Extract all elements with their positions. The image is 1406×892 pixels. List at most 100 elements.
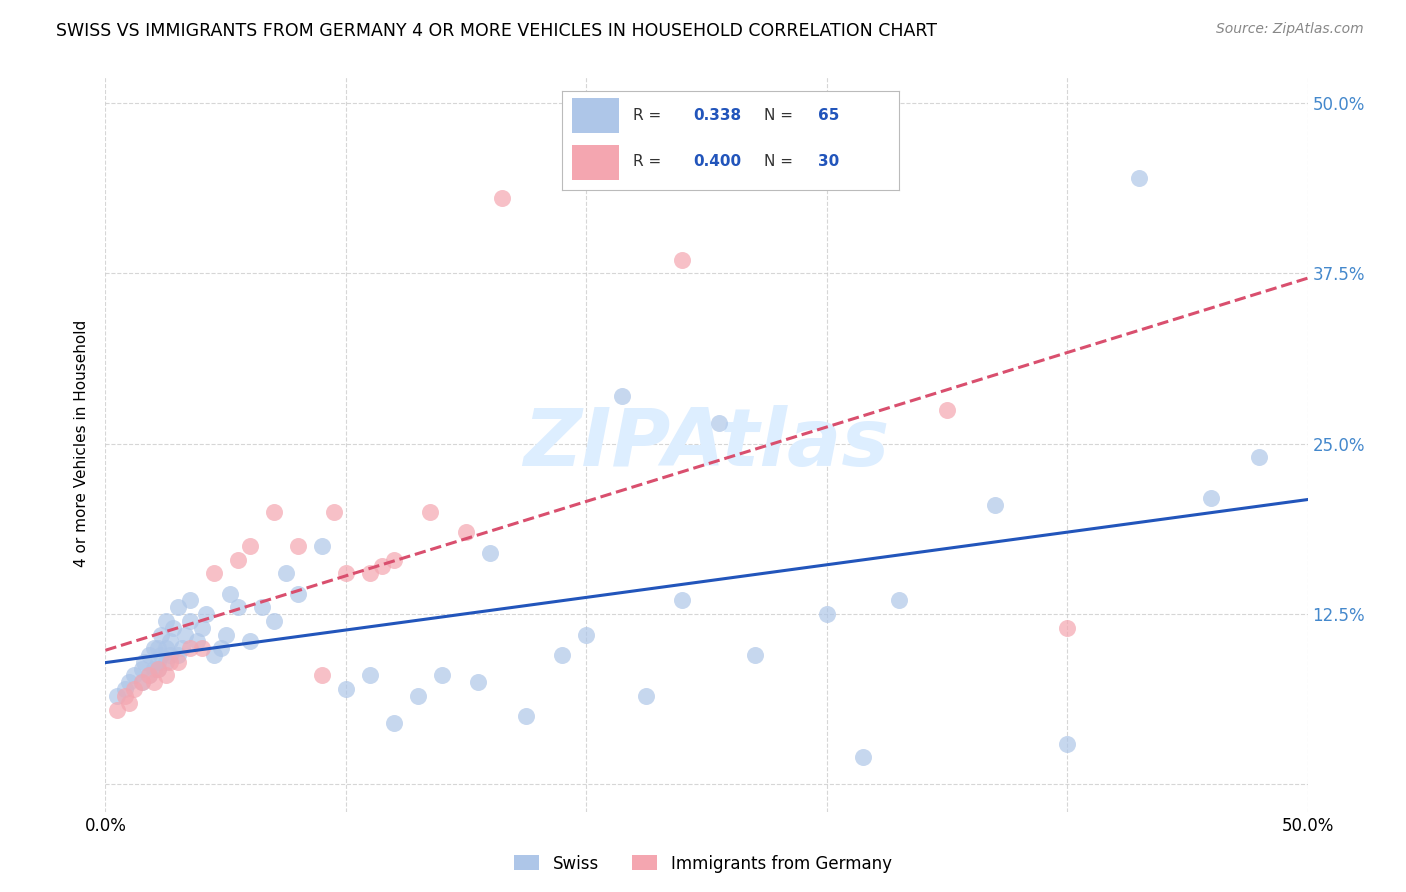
Point: [575, 627, 598, 641]
Point: [114, 681, 136, 696]
Point: [515, 709, 537, 723]
Point: [138, 648, 160, 662]
Point: [322, 505, 344, 519]
Point: [263, 505, 285, 519]
Point: [335, 681, 357, 696]
Point: [371, 559, 394, 574]
Point: [382, 552, 405, 566]
Point: [454, 525, 477, 540]
Point: [162, 621, 184, 635]
Point: [984, 498, 1007, 512]
Point: [155, 614, 177, 628]
Point: [287, 587, 309, 601]
Point: [239, 539, 262, 553]
Point: [142, 641, 165, 656]
Point: [131, 662, 153, 676]
Point: [138, 668, 160, 682]
Point: [1056, 621, 1078, 635]
Point: [250, 600, 273, 615]
Point: [118, 696, 141, 710]
Text: Source: ZipAtlas.com: Source: ZipAtlas.com: [1216, 22, 1364, 37]
Point: [551, 648, 574, 662]
Point: [467, 675, 489, 690]
Point: [155, 641, 177, 656]
Point: [159, 655, 181, 669]
Point: [274, 566, 297, 581]
Point: [149, 648, 172, 662]
Point: [124, 681, 146, 696]
Point: [186, 634, 208, 648]
Point: [132, 655, 155, 669]
Point: [311, 539, 333, 553]
Point: [166, 655, 188, 669]
Point: [138, 668, 160, 682]
Point: [142, 662, 165, 676]
Point: [131, 675, 153, 690]
Point: [166, 648, 188, 662]
Point: [671, 252, 693, 267]
Point: [179, 614, 201, 628]
Point: [118, 675, 141, 690]
Point: [195, 607, 218, 621]
Point: [226, 552, 249, 566]
Point: [131, 675, 153, 690]
Point: [155, 668, 177, 682]
Point: [209, 641, 232, 656]
Point: [202, 566, 225, 581]
Point: [263, 614, 285, 628]
Point: [214, 627, 236, 641]
Point: [179, 641, 201, 656]
Point: [190, 621, 212, 635]
Point: [612, 389, 634, 403]
Point: [852, 750, 875, 764]
Point: [287, 539, 309, 553]
Point: [239, 634, 262, 648]
Point: [887, 593, 910, 607]
Point: [148, 655, 170, 669]
Point: [226, 600, 249, 615]
Point: [936, 402, 959, 417]
Point: [148, 662, 170, 676]
Point: [179, 593, 201, 607]
Point: [815, 607, 838, 621]
Point: [382, 716, 405, 731]
Point: [124, 668, 146, 682]
Point: [172, 641, 194, 656]
Y-axis label: 4 or more Vehicles in Household: 4 or more Vehicles in Household: [75, 320, 90, 567]
Point: [671, 593, 693, 607]
Point: [149, 627, 172, 641]
Point: [173, 627, 195, 641]
Point: [114, 689, 136, 703]
Point: [190, 641, 212, 656]
Point: [636, 689, 658, 703]
Point: [142, 675, 165, 690]
Point: [107, 689, 129, 703]
Point: [1201, 491, 1223, 506]
Point: [707, 417, 730, 431]
Point: [1249, 450, 1271, 465]
Text: ZIPAtlas: ZIPAtlas: [523, 405, 890, 483]
Point: [166, 600, 188, 615]
Point: [359, 566, 381, 581]
Point: [311, 668, 333, 682]
Text: SWISS VS IMMIGRANTS FROM GERMANY 4 OR MORE VEHICLES IN HOUSEHOLD CORRELATION CHA: SWISS VS IMMIGRANTS FROM GERMANY 4 OR MO…: [56, 22, 938, 40]
Point: [479, 546, 502, 560]
Point: [419, 505, 441, 519]
Point: [406, 689, 429, 703]
Point: [1056, 737, 1078, 751]
Point: [744, 648, 766, 662]
Point: [335, 566, 357, 581]
Point: [1128, 171, 1150, 186]
Point: [148, 641, 170, 656]
Point: [148, 662, 170, 676]
Point: [219, 587, 242, 601]
Point: [430, 668, 453, 682]
Point: [491, 192, 513, 206]
Point: [107, 702, 129, 716]
Point: [155, 655, 177, 669]
Point: [159, 648, 181, 662]
Legend: Swiss, Immigrants from Germany: Swiss, Immigrants from Germany: [508, 848, 898, 880]
Point: [202, 648, 225, 662]
Point: [159, 634, 181, 648]
Point: [359, 668, 381, 682]
